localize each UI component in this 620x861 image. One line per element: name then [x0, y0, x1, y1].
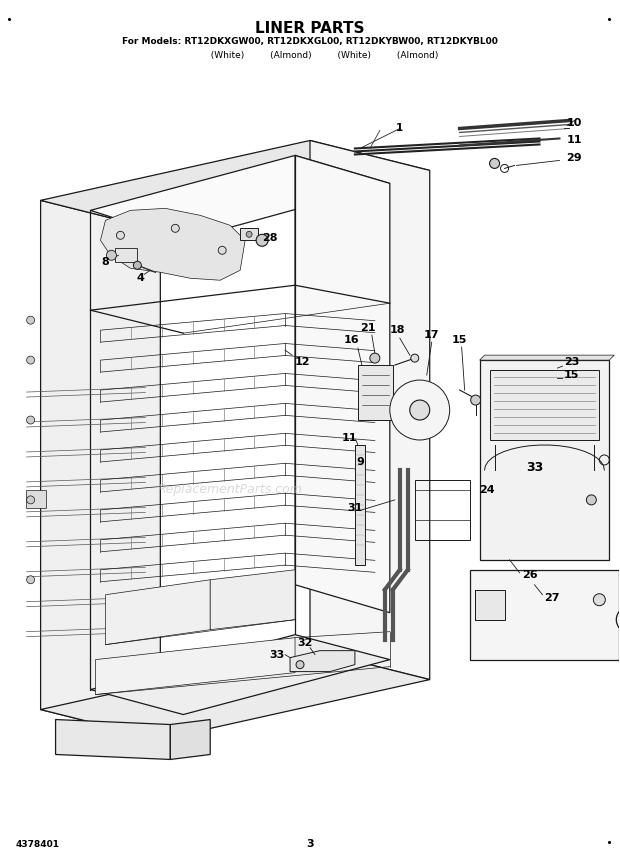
- Circle shape: [256, 234, 268, 246]
- Polygon shape: [40, 140, 430, 231]
- Bar: [475, 590, 505, 620]
- Circle shape: [246, 232, 252, 238]
- Polygon shape: [310, 140, 430, 679]
- Circle shape: [296, 660, 304, 669]
- Bar: [240, 228, 258, 240]
- Circle shape: [218, 246, 226, 254]
- Text: 1: 1: [396, 123, 404, 133]
- Text: 27: 27: [544, 592, 559, 603]
- Text: 15: 15: [564, 370, 579, 380]
- Circle shape: [171, 225, 179, 232]
- Circle shape: [616, 607, 620, 633]
- Text: (White)         (Almond)         (White)         (Almond): (White) (Almond) (White) (Almond): [182, 51, 438, 59]
- Text: 10: 10: [567, 119, 582, 128]
- Bar: [115, 248, 138, 263]
- Circle shape: [370, 353, 380, 363]
- Text: 29: 29: [567, 153, 582, 164]
- Polygon shape: [105, 579, 210, 645]
- Text: 33: 33: [270, 650, 285, 660]
- Polygon shape: [469, 570, 619, 660]
- Circle shape: [27, 416, 35, 424]
- Text: 32: 32: [298, 638, 312, 647]
- Text: ReplacementParts.com: ReplacementParts.com: [157, 483, 303, 497]
- Text: 28: 28: [262, 233, 278, 244]
- Text: 17: 17: [424, 330, 440, 340]
- Text: 26: 26: [521, 570, 538, 579]
- Polygon shape: [91, 156, 390, 240]
- Circle shape: [411, 354, 418, 362]
- Text: 4: 4: [136, 273, 144, 283]
- Circle shape: [490, 158, 500, 169]
- Text: For Models: RT12DKXGW00, RT12DKXGL00, RT12DKYBW00, RT12DKYBL00: For Models: RT12DKXGW00, RT12DKXGL00, RT…: [122, 37, 498, 46]
- Polygon shape: [480, 360, 609, 560]
- Circle shape: [117, 232, 125, 239]
- Bar: [355, 445, 365, 565]
- Circle shape: [410, 400, 430, 420]
- Text: 9: 9: [356, 457, 364, 467]
- Polygon shape: [290, 651, 355, 672]
- Text: 11: 11: [567, 135, 582, 146]
- Bar: [415, 480, 469, 540]
- Circle shape: [107, 251, 117, 260]
- Polygon shape: [95, 638, 295, 695]
- Polygon shape: [40, 650, 430, 740]
- Circle shape: [471, 395, 480, 405]
- Polygon shape: [480, 355, 614, 360]
- Polygon shape: [210, 570, 295, 629]
- Polygon shape: [170, 720, 210, 759]
- Text: 24: 24: [479, 485, 494, 495]
- Polygon shape: [40, 201, 161, 740]
- Circle shape: [390, 380, 450, 440]
- Circle shape: [27, 356, 35, 364]
- Circle shape: [27, 316, 35, 325]
- Text: 16: 16: [344, 335, 360, 345]
- Text: 31: 31: [347, 503, 363, 513]
- Bar: [490, 370, 600, 440]
- Text: 4378401: 4378401: [16, 839, 60, 849]
- Circle shape: [593, 594, 605, 606]
- Circle shape: [133, 261, 141, 269]
- Text: 8: 8: [102, 257, 109, 267]
- Bar: [25, 490, 46, 508]
- Circle shape: [27, 576, 35, 584]
- Circle shape: [27, 496, 35, 504]
- Polygon shape: [56, 720, 170, 759]
- Text: 18: 18: [390, 325, 405, 335]
- Text: 23: 23: [564, 357, 579, 367]
- Text: 12: 12: [294, 357, 310, 367]
- Text: 3: 3: [306, 839, 314, 849]
- Text: 21: 21: [360, 323, 376, 333]
- Polygon shape: [100, 208, 245, 280]
- Circle shape: [587, 495, 596, 505]
- Text: 15: 15: [452, 335, 467, 345]
- Text: 11: 11: [342, 433, 358, 443]
- Text: 33: 33: [526, 461, 543, 474]
- Text: LINER PARTS: LINER PARTS: [255, 21, 365, 35]
- Polygon shape: [91, 635, 390, 715]
- Polygon shape: [358, 365, 393, 420]
- Polygon shape: [295, 156, 390, 613]
